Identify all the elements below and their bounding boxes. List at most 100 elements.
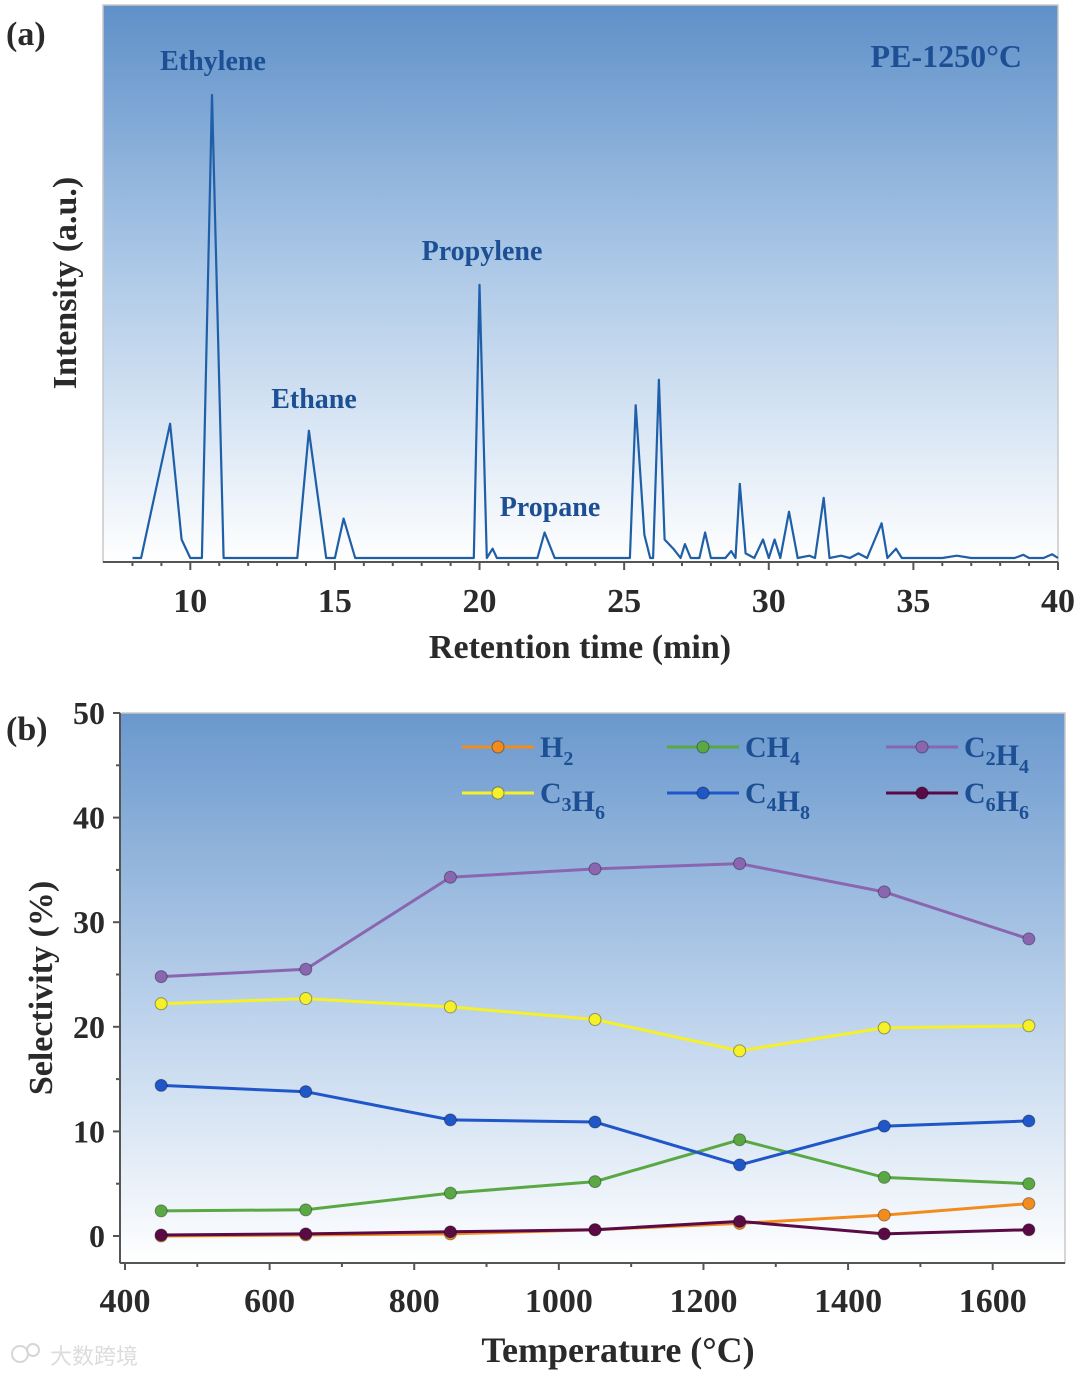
legend-item-H2: H2 <box>462 731 573 770</box>
peak-label: Ethane <box>271 384 357 415</box>
legend-item-CH4: CH4 <box>667 731 800 770</box>
series-C6H6 <box>154 1214 1036 1242</box>
data-point <box>588 1223 602 1237</box>
data-point <box>877 1021 891 1035</box>
panel-a-plot-area <box>102 4 1059 563</box>
y-tick-label: 20 <box>73 1009 105 1045</box>
data-point <box>1022 1223 1036 1237</box>
panel-a-y-axis-label: Intensity (a.u.) <box>47 177 84 390</box>
x-tick-label: 25 <box>607 583 641 620</box>
data-point <box>1022 932 1036 946</box>
data-point <box>733 1044 747 1058</box>
data-point <box>1022 1114 1036 1128</box>
y-tick-label: 10 <box>73 1113 105 1149</box>
legend-label: CH4 <box>745 731 800 770</box>
legend-label: C2H4 <box>964 731 1029 778</box>
data-point <box>1022 1197 1036 1211</box>
data-point <box>443 1186 457 1200</box>
data-point <box>443 1225 457 1239</box>
y-tick-label: 30 <box>73 904 105 940</box>
panel-a-x-ticks: 10 15 20 25 30 35 40 <box>131 562 1075 620</box>
legend-marker <box>696 786 710 800</box>
y-tick-label: 50 <box>73 695 105 731</box>
watermark-text: 大数跨境 <box>50 1345 138 1370</box>
data-point <box>299 1085 313 1099</box>
legend-item-C4H8: C4H8 <box>667 777 810 824</box>
data-point <box>877 1208 891 1222</box>
panel-a-x-axis-label: Retention time (min) <box>429 629 731 666</box>
legend-marker <box>491 786 505 800</box>
panel-b-legend: H2 CH4 C2H4 C3H6 C4H8 C6H6 <box>462 731 1029 824</box>
data-point <box>1022 1019 1036 1033</box>
data-point <box>154 970 168 984</box>
data-point <box>299 992 313 1006</box>
panel-b-x-axis-label: Temperature (°C) <box>481 1330 754 1370</box>
data-point <box>154 997 168 1011</box>
peak-label: Propane <box>500 492 601 523</box>
x-tick-label: 20 <box>463 583 497 620</box>
x-tick-label: 400 <box>100 1283 151 1320</box>
panel-b-selectivity: (b) Selectivity (%) Temperature (°C) 0 10… <box>6 695 1066 1370</box>
series-C3H6 <box>154 992 1036 1058</box>
legend-marker <box>696 740 710 754</box>
data-point <box>877 1119 891 1133</box>
x-tick-label: 15 <box>318 583 352 620</box>
panel-a-title: PE-1250°C <box>871 38 1022 74</box>
x-tick-label: 600 <box>244 1283 295 1320</box>
panel-a-peak-labels: Ethylene Ethane Propylene Propane <box>160 46 600 523</box>
data-point <box>299 962 313 976</box>
series-CH4 <box>154 1133 1036 1218</box>
peak-label: Propylene <box>422 236 543 267</box>
legend-marker <box>915 786 929 800</box>
panel-b-axes: 0 10 20 30 40 50 400 600 800 1000 1200 1400 1600 <box>73 695 1065 1320</box>
data-point <box>154 1228 168 1242</box>
legend-item-C2H4: C2H4 <box>886 731 1029 778</box>
legend-marker <box>915 740 929 754</box>
data-point <box>733 1158 747 1172</box>
x-tick-label: 35 <box>896 583 930 620</box>
data-point <box>154 1204 168 1218</box>
panel-a-label: (a) <box>6 16 46 53</box>
series-C2H4 <box>154 857 1036 984</box>
panel-b-label: (b) <box>6 711 48 748</box>
peak-label: Ethylene <box>160 46 266 77</box>
legend-label: C6H6 <box>964 777 1029 824</box>
data-point <box>877 1227 891 1241</box>
data-point <box>443 1113 457 1127</box>
watermark-logo-icon <box>11 1345 29 1363</box>
x-tick-label: 1600 <box>959 1283 1027 1320</box>
legend-item-C6H6: C6H6 <box>886 777 1029 824</box>
data-point <box>588 862 602 876</box>
data-point <box>1022 1177 1036 1191</box>
panel-a-chromatogram-line <box>132 93 1059 560</box>
y-tick-label: 40 <box>73 800 105 836</box>
data-point <box>443 870 457 884</box>
data-point <box>877 1170 891 1184</box>
data-point <box>733 857 747 871</box>
legend-marker <box>491 740 505 754</box>
panel-b-y-axis-label: Selectivity (%) <box>23 881 60 1095</box>
x-tick-label: 40 <box>1041 583 1075 620</box>
data-point <box>154 1078 168 1092</box>
x-tick-label: 10 <box>173 583 207 620</box>
data-point <box>299 1203 313 1217</box>
data-point <box>588 1012 602 1026</box>
data-point <box>299 1227 313 1241</box>
data-point <box>443 1000 457 1014</box>
panel-a-chromatogram: (a) PE-1250°C Intensity (a.u.) Retention… <box>6 4 1075 666</box>
series-C4H8 <box>154 1078 1036 1172</box>
watermark: 大数跨境 <box>11 1343 138 1370</box>
x-tick-label: 1200 <box>669 1283 737 1320</box>
data-point <box>877 885 891 899</box>
legend-label: C4H8 <box>745 777 810 824</box>
x-tick-label: 1400 <box>814 1283 882 1320</box>
data-point <box>588 1115 602 1129</box>
legend-label: H2 <box>540 731 573 770</box>
legend-item-C3H6: C3H6 <box>462 777 605 824</box>
panel-b-series <box>154 857 1036 1243</box>
watermark-logo-icon-2 <box>26 1343 40 1357</box>
x-tick-label: 800 <box>389 1283 440 1320</box>
legend-label: C3H6 <box>540 777 605 824</box>
x-tick-label: 1000 <box>525 1283 593 1320</box>
